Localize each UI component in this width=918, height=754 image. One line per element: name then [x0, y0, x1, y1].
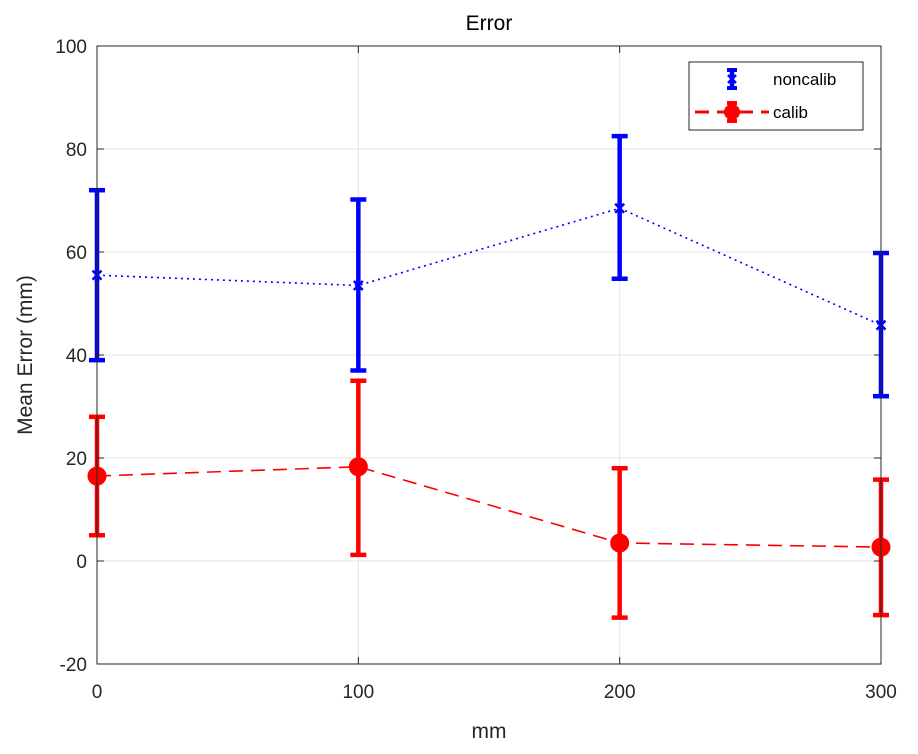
x-tick-label: 0	[92, 682, 103, 703]
y-tick-label: 100	[55, 37, 87, 58]
noncalib-point	[352, 280, 364, 291]
noncalib-point	[614, 202, 626, 214]
legend-entry-noncalib: noncalib	[727, 68, 836, 90]
legend: noncalib calib	[688, 61, 864, 131]
noncalib-line	[96, 207, 882, 326]
y-tick-label: -20	[60, 655, 87, 676]
y-tick-label: 40	[66, 346, 87, 367]
x-tick-label: 200	[604, 682, 636, 703]
chart-title: Error	[466, 12, 513, 35]
y-axis-title: Mean Error (mm)	[14, 275, 37, 435]
calib-point	[348, 457, 368, 477]
calib-point	[610, 533, 630, 553]
x-tick-label: 100	[342, 682, 374, 703]
y-tick-label: 80	[66, 140, 87, 161]
legend-entry-calib: calib	[695, 101, 808, 123]
legend-marker	[727, 74, 737, 84]
legend-marker	[724, 104, 740, 120]
legend-box	[688, 61, 864, 131]
x-tick-label: 300	[865, 682, 897, 703]
y-tick-label: 20	[66, 449, 87, 470]
x-axis-title: mm	[472, 720, 507, 743]
y-tick-label: 60	[66, 243, 87, 264]
calib-line	[96, 465, 882, 548]
legend-label: calib	[773, 103, 808, 122]
legend-label: noncalib	[773, 70, 836, 89]
y-tick-label: 0	[76, 552, 87, 573]
